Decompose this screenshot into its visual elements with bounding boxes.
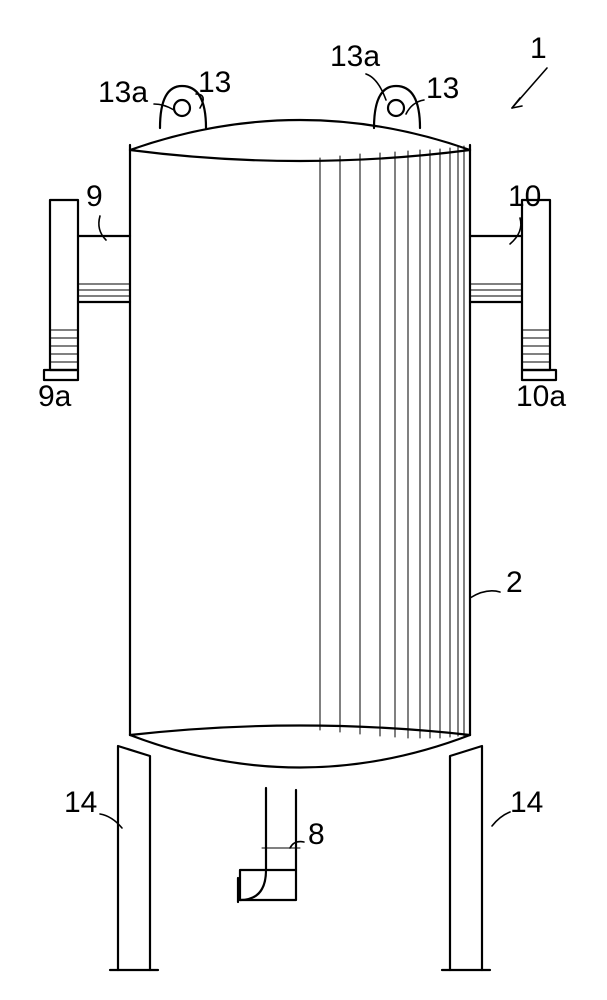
label-9: 9 [86,180,103,214]
vessel-shading [320,146,464,738]
label-14-right: 14 [510,786,543,820]
label-10: 10 [508,180,541,214]
nozzle-left [44,200,130,380]
label-13-right: 13 [426,72,459,106]
nozzle-right-rim [522,370,556,380]
diagram-svg [0,0,607,1000]
nozzle-right [470,200,556,380]
vessel-bottom-dome [130,735,470,768]
label-9a: 9a [38,380,71,414]
lug-right [374,86,420,128]
label-14-left: 14 [64,786,97,820]
label-13a-right: 13a [330,40,380,74]
label-2: 2 [506,566,523,600]
drain-elbow [238,788,300,902]
label-10a: 10a [516,380,566,414]
label-8: 8 [308,818,325,852]
leg-right [442,746,490,970]
label-13-left: 13 [198,66,231,100]
nozzle-left-rim [44,370,78,380]
label-13a-left: 13a [98,76,148,110]
label-1: 1 [530,32,547,66]
leg-left [110,746,158,970]
vessel-top-seam [130,150,470,161]
vessel-bottom-seam [130,726,470,736]
